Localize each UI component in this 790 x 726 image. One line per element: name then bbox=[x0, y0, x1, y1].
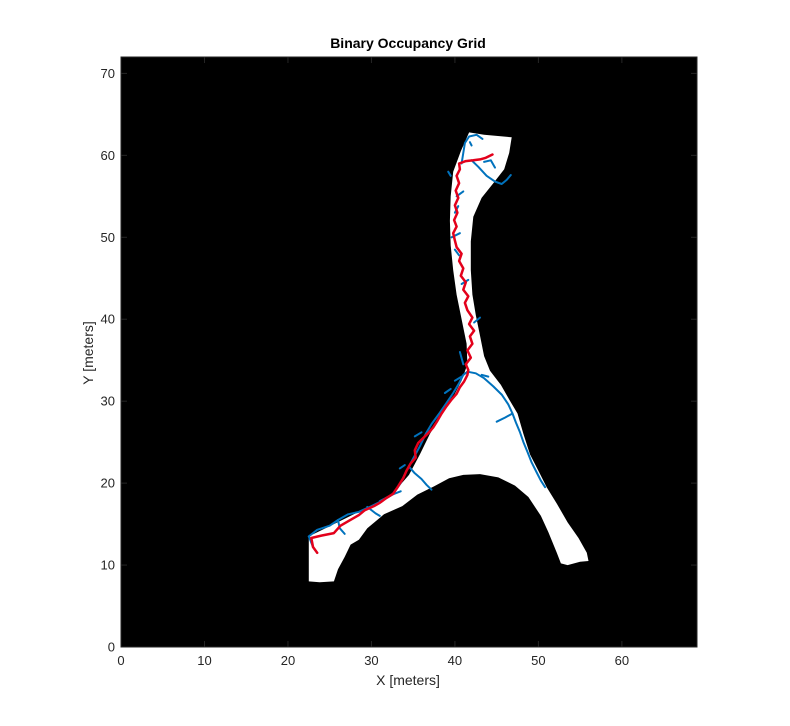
chart-title: Binary Occupancy Grid bbox=[330, 35, 486, 51]
free-space-region bbox=[308, 132, 589, 583]
tree-branch bbox=[466, 370, 547, 489]
x-tick-label: 30 bbox=[364, 653, 378, 668]
planned-path bbox=[310, 153, 494, 555]
tree-branch bbox=[398, 464, 406, 470]
x-tick-label: 60 bbox=[615, 653, 629, 668]
y-tick-label: 0 bbox=[108, 640, 115, 655]
tree-branch bbox=[413, 431, 423, 438]
tree-branch bbox=[495, 412, 514, 423]
x-tick-label: 50 bbox=[531, 653, 545, 668]
x-axis-label: X [meters] bbox=[376, 672, 440, 688]
y-axis-label: Y [meters] bbox=[80, 321, 96, 385]
x-tick-label: 20 bbox=[281, 653, 295, 668]
tree-branch bbox=[470, 159, 512, 185]
y-tick-label: 20 bbox=[101, 476, 115, 491]
y-tick-label: 10 bbox=[101, 558, 115, 573]
tree-branch bbox=[468, 141, 473, 147]
x-tick-label: 40 bbox=[448, 653, 462, 668]
tree-branch bbox=[408, 465, 433, 491]
tree-branch bbox=[480, 373, 490, 378]
x-tick-label: 0 bbox=[117, 653, 124, 668]
tree-branch bbox=[460, 133, 484, 165]
tree-branch bbox=[447, 170, 452, 177]
x-axis-ticks: 0 10 20 30 40 50 60 bbox=[117, 57, 629, 668]
y-tick-label: 50 bbox=[101, 230, 115, 245]
y-tick-label: 40 bbox=[101, 312, 115, 327]
occupied-space bbox=[121, 57, 697, 647]
tree-branch bbox=[453, 248, 461, 257]
tree-branch bbox=[453, 375, 463, 382]
axes-frame bbox=[120, 56, 698, 648]
x-tick-label: 10 bbox=[197, 653, 211, 668]
y-tick-label: 70 bbox=[101, 66, 115, 81]
y-tick-label: 30 bbox=[101, 394, 115, 409]
y-tick-label: 60 bbox=[101, 148, 115, 163]
tree-branch bbox=[443, 387, 452, 394]
y-axis-ticks: 0 10 20 30 40 50 60 70 bbox=[101, 66, 697, 655]
tree-branch bbox=[483, 159, 496, 169]
tree-branch bbox=[458, 351, 465, 366]
plot-area bbox=[121, 57, 697, 647]
tree-branch bbox=[473, 316, 481, 324]
